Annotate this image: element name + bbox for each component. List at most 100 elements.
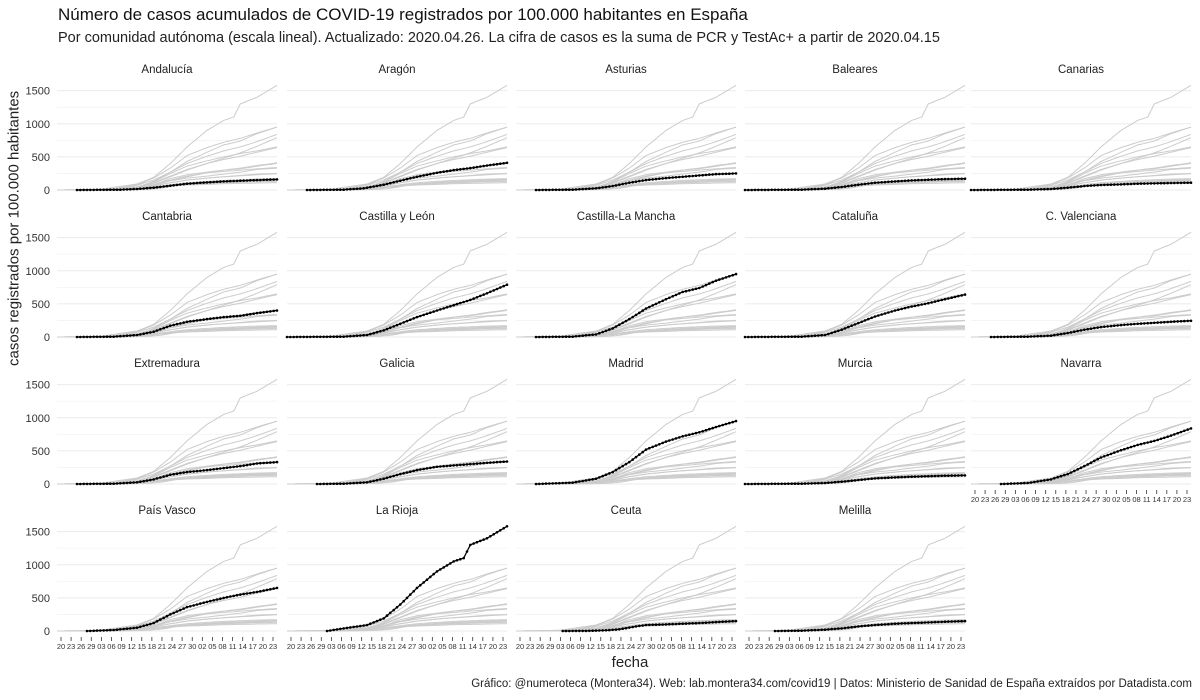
data-point [1156, 438, 1159, 442]
data-point [773, 335, 777, 339]
x-tick-label: 06 [107, 642, 115, 651]
data-point [581, 334, 584, 338]
data-point [787, 482, 790, 486]
data-point [342, 188, 346, 191]
data-point [937, 620, 940, 624]
data-point [691, 432, 694, 436]
data-point [372, 479, 376, 483]
data-point [179, 322, 182, 325]
data-point [382, 329, 386, 332]
data-point [541, 335, 544, 339]
data-point [708, 173, 711, 176]
data-point [1066, 331, 1069, 335]
data-point [1023, 188, 1026, 191]
data-point [1023, 481, 1026, 485]
data-point [883, 476, 887, 480]
data-point [1179, 320, 1183, 323]
data-point [472, 462, 476, 466]
data-point [863, 319, 867, 322]
data-point [232, 315, 235, 318]
data-point [315, 188, 319, 192]
data-point [505, 525, 509, 528]
data-point [415, 586, 419, 590]
data-point [551, 335, 554, 339]
data-point [793, 482, 797, 486]
data-point [757, 482, 760, 486]
data-point [119, 628, 122, 631]
facet-strip-label: País Vasco [138, 505, 195, 517]
data-point [830, 331, 833, 335]
data-point [721, 620, 724, 623]
data-point [747, 335, 750, 339]
data-point [1086, 184, 1089, 188]
data-point [787, 335, 790, 339]
data-point [402, 178, 406, 182]
data-point [135, 481, 139, 484]
data-point [568, 335, 571, 339]
data-point [165, 614, 169, 618]
data-point [265, 178, 269, 181]
data-point [469, 543, 472, 547]
data-point [989, 335, 993, 339]
data-point [175, 322, 179, 326]
data-point [873, 623, 877, 627]
data-point [272, 587, 276, 590]
data-point [312, 188, 316, 192]
data-point [614, 468, 618, 472]
data-point [763, 335, 767, 339]
data-point [893, 476, 897, 479]
data-point [339, 188, 342, 191]
data-point [584, 479, 588, 482]
data-point [880, 476, 883, 480]
data-point [983, 188, 986, 192]
data-point [1179, 181, 1183, 185]
data-point [345, 482, 349, 485]
data-point [963, 293, 967, 296]
data-point [996, 188, 999, 192]
data-point [860, 320, 863, 324]
data-point [658, 623, 661, 626]
data-point [728, 620, 731, 623]
x-tick-label: 03 [97, 642, 105, 651]
data-point [1129, 182, 1133, 186]
data-point [807, 482, 810, 485]
data-point [963, 474, 967, 477]
data-point [698, 431, 701, 434]
data-point [807, 334, 810, 338]
data-point [339, 335, 342, 339]
data-point [671, 438, 674, 441]
data-point [953, 620, 957, 623]
data-point [684, 622, 688, 625]
data-point [1043, 479, 1046, 482]
data-point [820, 187, 823, 191]
data-point [399, 179, 402, 182]
data-point [252, 178, 255, 182]
data-point [1073, 330, 1076, 334]
data-point [1183, 429, 1186, 433]
data-point [342, 335, 346, 339]
background-series-line [316, 587, 508, 632]
data-point [112, 628, 115, 632]
data-point [489, 535, 492, 538]
x-tick-label: 05 [1122, 495, 1130, 504]
data-point [132, 187, 135, 191]
data-point [969, 188, 973, 192]
y-tick-label: 1000 [26, 413, 50, 425]
data-point [229, 315, 232, 318]
data-point [913, 304, 917, 308]
x-tick-label: 20 [516, 642, 524, 651]
background-series-line [545, 440, 737, 485]
background-series-line [784, 378, 966, 485]
data-point [1033, 335, 1036, 338]
data-point [255, 462, 259, 465]
data-point [1079, 466, 1083, 470]
data-point [219, 316, 222, 319]
y-tick-label: 0 [44, 626, 50, 638]
data-point [1113, 183, 1116, 186]
data-point [402, 599, 406, 603]
x-tick-label: 12 [1041, 495, 1049, 504]
data-point [375, 330, 379, 334]
data-point [189, 605, 192, 608]
x-tick-label: 21 [158, 642, 166, 651]
